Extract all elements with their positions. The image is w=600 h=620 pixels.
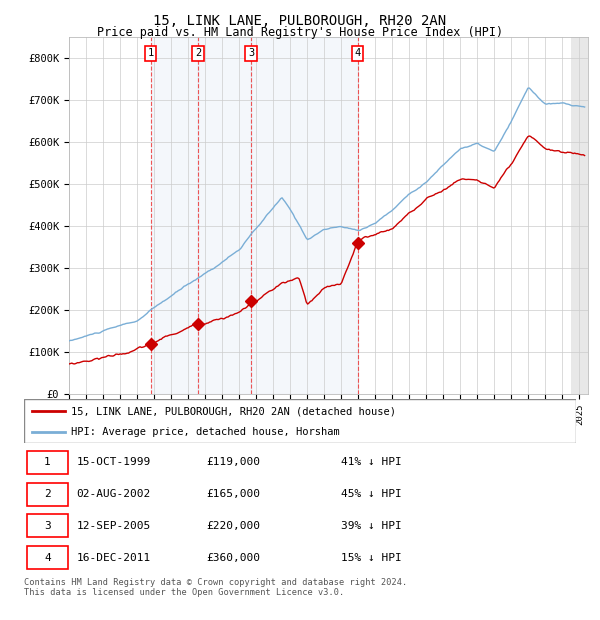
Text: 1: 1 <box>44 458 51 467</box>
Text: 15-OCT-1999: 15-OCT-1999 <box>76 458 151 467</box>
FancyBboxPatch shape <box>27 515 68 538</box>
Text: £165,000: £165,000 <box>206 489 260 499</box>
Text: 39% ↓ HPI: 39% ↓ HPI <box>341 521 402 531</box>
Text: £360,000: £360,000 <box>206 552 260 562</box>
FancyBboxPatch shape <box>27 546 68 569</box>
FancyBboxPatch shape <box>27 482 68 505</box>
Text: HPI: Average price, detached house, Horsham: HPI: Average price, detached house, Hors… <box>71 427 340 437</box>
Text: 16-DEC-2011: 16-DEC-2011 <box>76 552 151 562</box>
Text: 15, LINK LANE, PULBOROUGH, RH20 2AN (detached house): 15, LINK LANE, PULBOROUGH, RH20 2AN (det… <box>71 406 396 416</box>
Text: £119,000: £119,000 <box>206 458 260 467</box>
Bar <box>198 37 251 394</box>
Text: Price paid vs. HM Land Registry's House Price Index (HPI): Price paid vs. HM Land Registry's House … <box>97 26 503 39</box>
Text: 45% ↓ HPI: 45% ↓ HPI <box>341 489 402 499</box>
Text: 4: 4 <box>355 48 361 58</box>
FancyBboxPatch shape <box>27 451 68 474</box>
Text: 02-AUG-2002: 02-AUG-2002 <box>76 489 151 499</box>
Text: 3: 3 <box>248 48 254 58</box>
Text: 2: 2 <box>44 489 51 499</box>
Text: 4: 4 <box>44 552 51 562</box>
Text: Contains HM Land Registry data © Crown copyright and database right 2024.
This d: Contains HM Land Registry data © Crown c… <box>24 578 407 597</box>
Bar <box>251 37 358 394</box>
Bar <box>151 37 198 394</box>
Text: 3: 3 <box>44 521 51 531</box>
Text: 15, LINK LANE, PULBOROUGH, RH20 2AN: 15, LINK LANE, PULBOROUGH, RH20 2AN <box>154 14 446 28</box>
Text: 2: 2 <box>195 48 201 58</box>
FancyBboxPatch shape <box>24 399 576 443</box>
Text: £220,000: £220,000 <box>206 521 260 531</box>
Bar <box>571 37 588 394</box>
Text: 1: 1 <box>148 48 154 58</box>
Text: 15% ↓ HPI: 15% ↓ HPI <box>341 552 402 562</box>
Text: 12-SEP-2005: 12-SEP-2005 <box>76 521 151 531</box>
Text: 41% ↓ HPI: 41% ↓ HPI <box>341 458 402 467</box>
